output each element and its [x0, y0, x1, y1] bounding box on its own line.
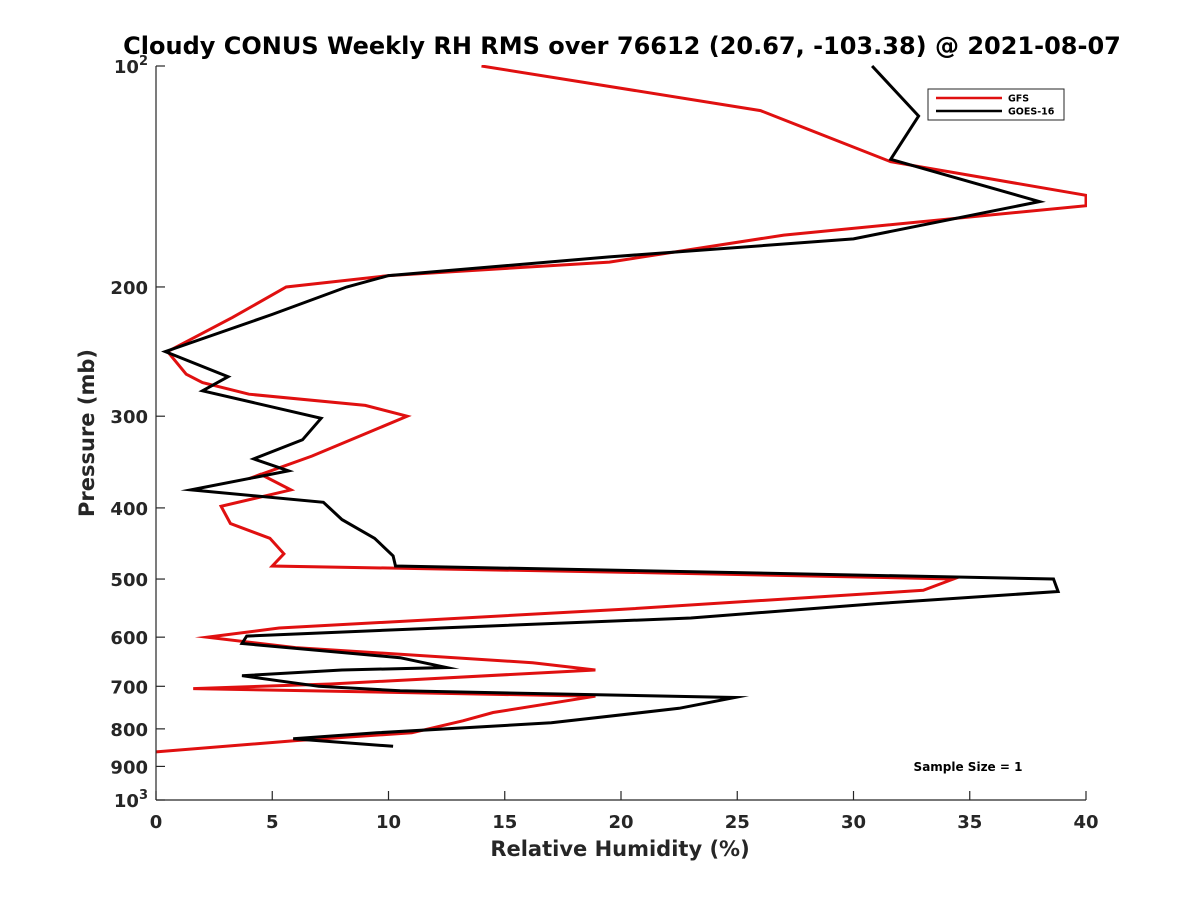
legend: GFS GOES-16: [927, 88, 1065, 121]
legend-box: [927, 88, 1065, 121]
y-tick-label: 700: [110, 677, 148, 698]
x-axis-label: Relative Humidity (%): [490, 837, 749, 861]
chart-title: Cloudy CONUS Weekly RH RMS over 76612 (2…: [123, 32, 1121, 60]
legend-label: GOES-16: [1008, 107, 1055, 118]
x-tick-label: 5: [266, 812, 279, 833]
y-tick-label: 200: [110, 278, 148, 299]
y-tick-label: 103: [114, 788, 148, 812]
x-tick-label: 30: [841, 812, 866, 833]
x-tick-label: 0: [150, 812, 163, 833]
plot-area: [155, 65, 1087, 801]
legend-label: GFS: [1008, 94, 1029, 105]
x-tick-label: 40: [1073, 812, 1098, 833]
y-tick-label: 900: [110, 757, 148, 778]
y-tick-label: 800: [110, 720, 148, 741]
y-tick-label: 300: [110, 407, 148, 428]
x-axis-ticks: 0 5 10 15 20 25 30 35 40: [150, 791, 1099, 833]
y-tick-label: 400: [110, 499, 148, 520]
x-tick-label: 15: [492, 812, 517, 833]
x-tick-label: 25: [725, 812, 750, 833]
y-axis-label: Pressure (mb): [75, 349, 99, 517]
x-tick-label: 10: [376, 812, 401, 833]
sample-size-annotation: Sample Size = 1: [914, 760, 1023, 774]
x-tick-label: 20: [608, 812, 633, 833]
series-line-goes-16: [161, 65, 1061, 748]
y-tick-label: 500: [110, 570, 148, 591]
y-tick-label: 600: [110, 628, 148, 649]
y-tick-label: 102: [114, 54, 148, 78]
x-tick-label: 35: [957, 812, 982, 833]
y-axis-ticks: 102 200 300 400 500 600 700 800 900 103: [110, 54, 165, 812]
